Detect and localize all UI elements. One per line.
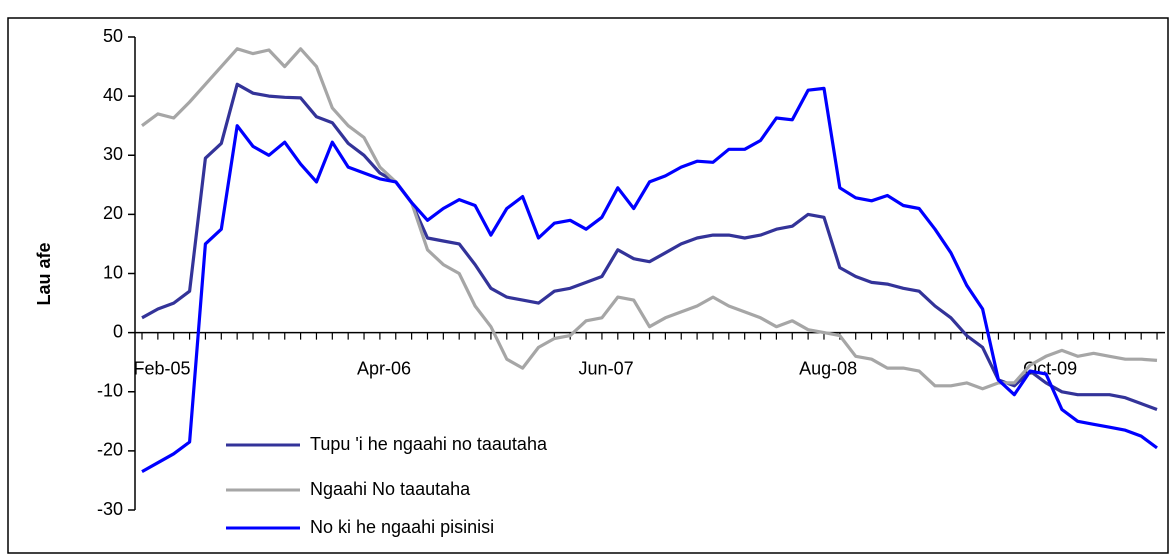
series-line <box>141 82 1158 411</box>
y-tick-label: -20 <box>97 440 123 460</box>
x-tick-label: Apr-06 <box>357 358 411 378</box>
y-tick-label: 0 <box>113 321 123 341</box>
y-tick-label: 40 <box>103 85 123 105</box>
x-tick-label: Jun-07 <box>579 358 634 378</box>
x-tick-label: Aug-08 <box>799 358 857 378</box>
chart-frame <box>7 17 1169 554</box>
legend-label: Tupu 'i he ngaahi no taautaha <box>310 434 548 454</box>
legend-label: Ngaahi No taautaha <box>310 479 471 499</box>
y-tick-label: 10 <box>103 262 123 282</box>
y-tick-label: 20 <box>103 203 123 223</box>
legend-label: No ki he ngaahi pisinisi <box>310 517 494 537</box>
y-tick-label: -10 <box>97 381 123 401</box>
y-axis-label: Lau afe <box>34 242 54 305</box>
x-tick-label: Oct-09 <box>1023 358 1077 378</box>
series-line <box>141 86 1158 473</box>
x-tick-label: Feb-05 <box>133 358 190 378</box>
series-line <box>141 47 1158 391</box>
y-tick-label: 30 <box>103 144 123 164</box>
y-tick-label: 50 <box>103 26 123 46</box>
y-tick-label: -30 <box>97 499 123 519</box>
